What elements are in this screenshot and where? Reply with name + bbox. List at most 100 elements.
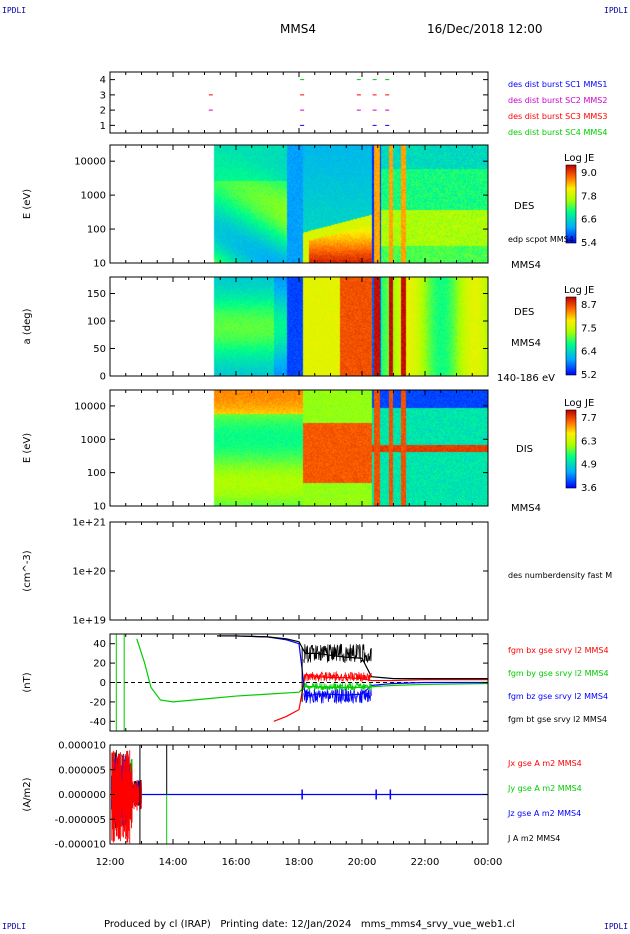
- y-tick-label: 20: [93, 659, 106, 670]
- y-axis-label: (nT): [22, 672, 33, 692]
- legend-entry: des dist burst SC3 MMS3: [508, 112, 607, 121]
- legend-entry: Jx gse A m2 MMS4: [507, 759, 582, 768]
- colorbar-tick: 7.7: [581, 413, 597, 424]
- y-axis-label: (cm^-3): [22, 550, 33, 591]
- colorbar: [565, 409, 577, 489]
- footer-logo-right: IPDLI: [604, 922, 629, 931]
- spectrogram-layer: [110, 145, 488, 506]
- y-tick-label: 10: [93, 259, 106, 270]
- y-tick-label: 1e+20: [72, 567, 106, 578]
- y-axis-label: E (eV): [22, 189, 33, 219]
- colorbar-tick: 5.2: [581, 370, 597, 381]
- scpot-label: edp scpot MMS4: [508, 235, 574, 244]
- y-tick-label: 3: [100, 90, 106, 101]
- dis-label: DIS: [516, 444, 533, 455]
- y-tick-label: 0: [100, 678, 106, 689]
- y-tick-label: 2: [100, 106, 106, 117]
- x-tick-label: 16:00: [222, 857, 251, 868]
- field-fluctuation: [303, 670, 372, 683]
- colorbar-tick: 8.7: [581, 300, 597, 311]
- des-label: DES: [514, 201, 534, 212]
- legend-entry: fgm bt gse srvy l2 MMS4: [508, 715, 607, 724]
- legend-entry: des numberdensity fast M: [508, 571, 612, 580]
- colorbar: [565, 296, 577, 376]
- legend-entry: des dist burst SC2 MMS2: [508, 96, 607, 105]
- legend-entry: Jy gse A m2 MMS4: [507, 784, 582, 793]
- legend-entry: fgm bx gse srvy l2 MMS4: [508, 646, 609, 655]
- field-fluctuation: [303, 682, 372, 692]
- y-tick-label: 100: [87, 468, 106, 479]
- footer-logo-left: IPDLI: [2, 922, 27, 931]
- y-tick-label: 10000: [74, 401, 106, 412]
- colorbar-title: Log JE: [564, 153, 594, 164]
- y-tick-label: 150: [87, 289, 106, 300]
- des-label: DES: [514, 307, 534, 318]
- colorbar-title: Log JE: [564, 398, 594, 409]
- logo-top-left: IPDLI: [2, 6, 27, 15]
- colorbar-tick: 6.3: [581, 436, 597, 447]
- axes-layer: 12:00 14:00 16:00 18:00 20:00 22:00 00:00 1 2 3 4 d…: [22, 71, 612, 868]
- y-tick-label: 1000: [81, 191, 106, 202]
- mms4-label: MMS4: [511, 503, 541, 514]
- y-tick-label: -20: [90, 697, 106, 708]
- y-tick-label: 0: [100, 372, 106, 383]
- x-tick-label: 14:00: [159, 857, 188, 868]
- y-tick-label: 10000: [74, 157, 106, 168]
- y-tick-label: 100: [87, 225, 106, 236]
- y-tick-label: 1000: [81, 435, 106, 446]
- field-fluctuation: [303, 643, 372, 664]
- y-tick-label: 100: [87, 317, 106, 328]
- y-tick-label: -40: [90, 717, 106, 728]
- y-tick-label: 0.000005: [58, 765, 106, 776]
- panel-frame: [109, 521, 489, 621]
- colorbar-tick: 6.4: [581, 347, 597, 358]
- spacecraft-title: MMS4: [280, 22, 316, 36]
- colorbar-title: Log JE: [564, 285, 594, 296]
- y-tick-label: -0.000005: [55, 815, 106, 826]
- plot-date: 16/Dec/2018 12:00: [427, 22, 543, 36]
- x-tick-label: 12:00: [96, 857, 125, 868]
- line-layer: [110, 79, 489, 844]
- y-tick-label: 0.000000: [58, 790, 106, 801]
- colorbar-tick: 5.4: [581, 238, 597, 249]
- x-tick-label: 20:00: [348, 857, 377, 868]
- mms4-label: MMS4: [511, 260, 541, 271]
- colorbar-tick: 3.6: [581, 483, 597, 494]
- y-tick-label: 1: [100, 121, 106, 132]
- y-axis-label: a (deg): [22, 308, 33, 344]
- y-tick-label: 0.000010: [58, 741, 106, 752]
- field-line: [217, 635, 488, 680]
- energy-range-label: 140-186 eV: [497, 373, 555, 384]
- field-line: [136, 638, 489, 703]
- y-axis-label: E (eV): [22, 433, 33, 463]
- x-tick-label: 18:00: [285, 857, 314, 868]
- colorbar-tick: 7.8: [581, 191, 597, 202]
- y-tick-label: 40: [93, 639, 106, 650]
- legend-entry: J A m2 MMS4: [507, 834, 560, 843]
- legend-entry: des dist burst SC4 MMS4: [508, 128, 607, 137]
- colorbar-tick: 4.9: [581, 460, 597, 471]
- des-energy-image: [110, 145, 488, 263]
- y-tick-label: 4: [100, 75, 106, 86]
- field-fluctuation: [303, 687, 372, 704]
- y-tick-label: 1e+19: [72, 616, 106, 627]
- des-pitch-image: [110, 277, 488, 376]
- y-axis-label: (A/m2): [22, 777, 33, 811]
- y-tick-label: -0.000010: [55, 840, 106, 851]
- colorbar-tick: 9.0: [581, 168, 597, 179]
- logo-top-right: IPDLI: [604, 6, 629, 15]
- legend-entry: fgm bz gse srvy l2 MMS4: [508, 692, 608, 701]
- x-tick-label: 22:00: [411, 857, 440, 868]
- legend-entry: fgm by gse srvy l2 MMS4: [508, 669, 609, 678]
- legend-entry: des dist burst SC1 MMS1: [508, 80, 607, 89]
- colorbar: [565, 164, 577, 244]
- colorbar-tick: 6.6: [581, 215, 597, 226]
- x-tick-label: 00:00: [474, 857, 503, 868]
- y-tick-label: 10: [93, 502, 106, 513]
- y-tick-label: 1e+21: [72, 518, 106, 529]
- y-tick-label: 50: [93, 344, 106, 355]
- colorbar-tick: 7.5: [581, 323, 597, 334]
- mms4-label: MMS4: [511, 338, 541, 349]
- dis-energy-image: [110, 390, 488, 506]
